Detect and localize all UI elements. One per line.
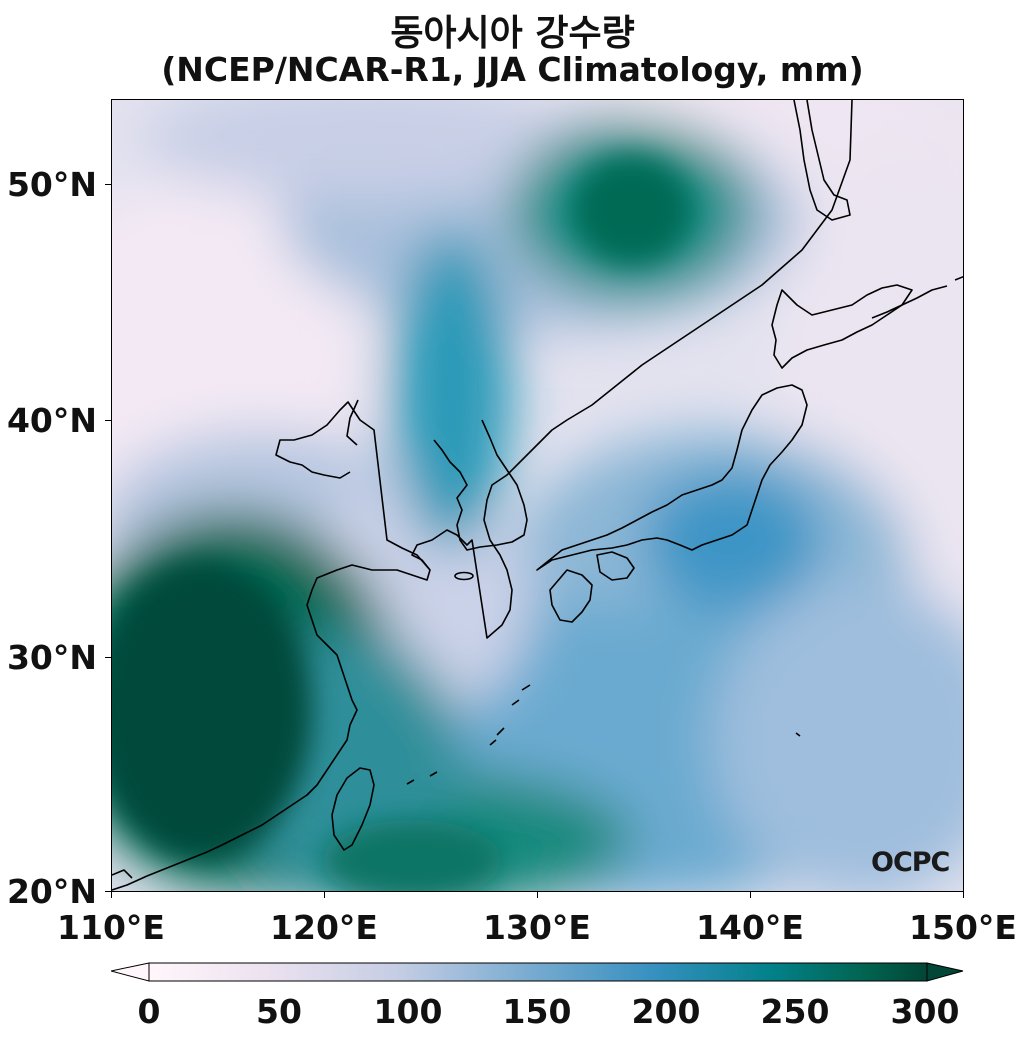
colorbar-label-150: 150 — [502, 992, 572, 1031]
lat-label-40: 40°N — [6, 401, 97, 440]
lon-tick — [324, 892, 326, 898]
colorbar-label-200: 200 — [631, 992, 701, 1031]
colorbar-label-100: 100 — [373, 992, 443, 1031]
lon-label-140: 140°E — [696, 908, 804, 947]
colorbar-label-250: 250 — [760, 992, 830, 1031]
colorbar-label-0: 0 — [137, 992, 161, 1031]
precipitation-map: OCPC — [111, 99, 964, 892]
coastlines — [112, 100, 963, 891]
lat-tick — [105, 891, 111, 893]
lat-label-20: 20°N — [6, 872, 97, 911]
colorbar-label-300: 300 — [890, 992, 960, 1031]
lon-label-150: 150°E — [909, 908, 1017, 947]
lon-tick — [111, 892, 113, 898]
colorbar — [111, 962, 964, 982]
map-title: 동아시아 강수량 — [390, 13, 635, 54]
lon-tick — [963, 892, 965, 898]
lat-tick — [105, 420, 111, 422]
lat-label-30: 30°N — [6, 638, 97, 677]
lon-label-110: 110°E — [57, 908, 165, 947]
map-canvas — [112, 100, 963, 891]
lon-tick — [750, 892, 752, 898]
ocpc-logo: OCPC — [871, 847, 950, 878]
colorbar-gradient — [148, 962, 928, 982]
lon-label-120: 120°E — [270, 908, 378, 947]
map-subtitle: (NCEP/NCAR-R1, JJA Climatology, mm) — [161, 50, 864, 89]
lat-tick — [105, 657, 111, 659]
lat-label-50: 50°N — [6, 165, 97, 204]
colorbar-min-extend — [111, 962, 150, 982]
lat-tick — [105, 184, 111, 186]
lon-label-130: 130°E — [483, 908, 591, 947]
lon-tick — [537, 892, 539, 898]
colorbar-max-extend — [926, 962, 964, 982]
colorbar-label-50: 50 — [256, 992, 302, 1031]
